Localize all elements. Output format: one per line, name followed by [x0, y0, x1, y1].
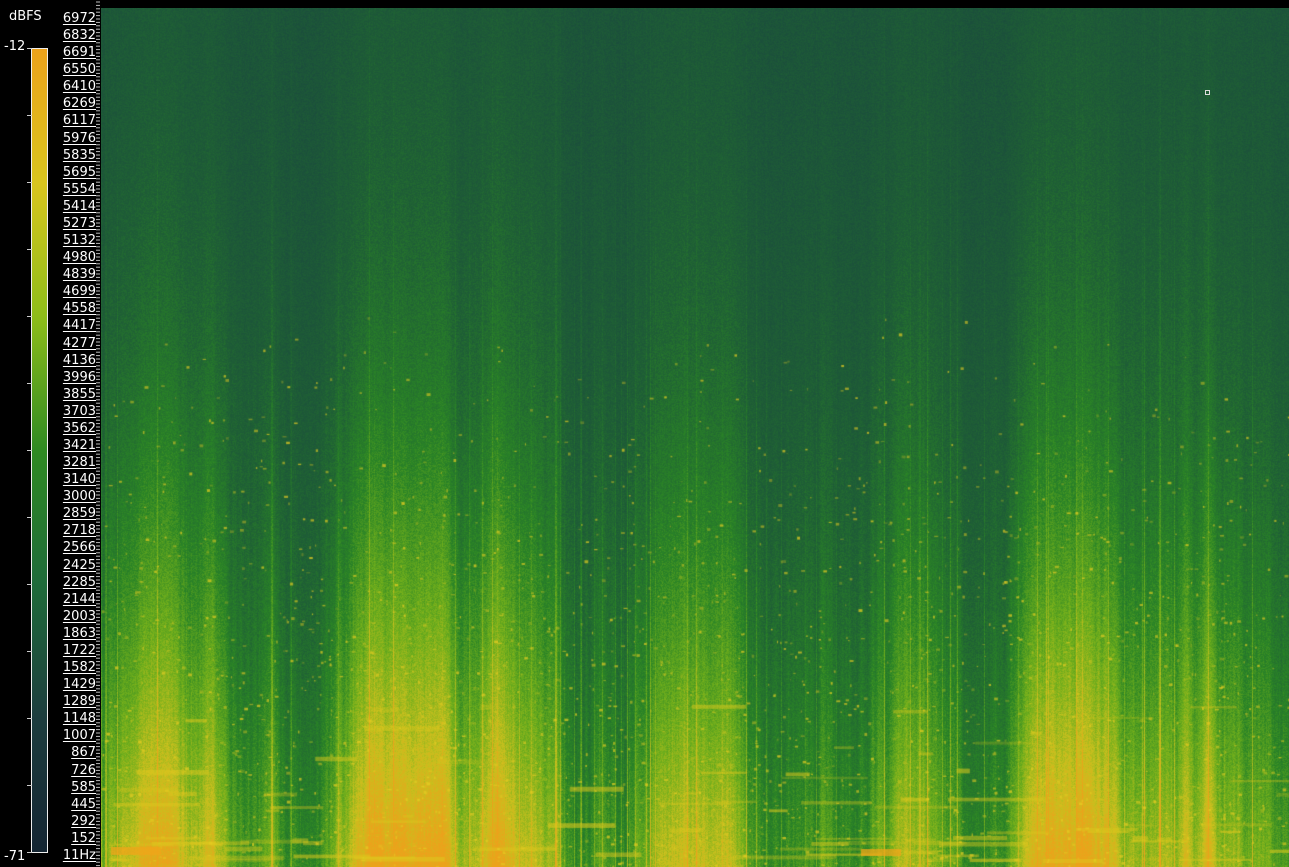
colorbar-ticks [27, 48, 32, 853]
cursor-marker [1205, 90, 1210, 95]
frequency-label: 6691 [62, 45, 96, 61]
frequency-label: 4839 [62, 267, 96, 283]
frequency-axis: 6972 6832 6691 6550 6410 6269 6117 5976 5835 5695… [56, 12, 100, 867]
frequency-label: 6832 [62, 28, 96, 44]
spectrogram-image[interactable] [101, 8, 1289, 867]
frequency-label: 4277 [62, 335, 96, 351]
frequency-label: 6410 [62, 79, 96, 95]
frequency-label: 6550 [62, 62, 96, 78]
frequency-label: 3703 [62, 403, 96, 419]
frequency-label: 1863 [62, 625, 96, 641]
frequency-label: 4699 [62, 284, 96, 300]
frequency-label: 3562 [62, 420, 96, 436]
frequency-label: 1429 [62, 677, 96, 693]
frequency-label: 4558 [62, 301, 96, 317]
frequency-label: 1148 [62, 711, 96, 727]
colorbar-unit-label: dBFS [9, 9, 42, 24]
frequency-label: 2003 [62, 608, 96, 624]
frequency-label: 5976 [62, 130, 96, 146]
frequency-label: 1289 [62, 694, 96, 710]
frequency-label: 6972 [62, 11, 96, 26]
colorbar-min-label: -71 [4, 849, 26, 864]
frequency-label: 3140 [62, 472, 96, 488]
frequency-label: 1007 [62, 728, 96, 744]
frequency-label: 2285 [62, 574, 96, 590]
frequency-label: 4980 [62, 250, 96, 266]
dbfs-colorbar: dBFS -12 -71 [0, 0, 54, 867]
frequency-label: 4136 [62, 352, 96, 368]
frequency-label: 3281 [62, 455, 96, 471]
frequency-label: 726 [71, 762, 96, 778]
colorbar-max-label: -12 [4, 39, 26, 54]
frequency-label: 152 [71, 830, 96, 846]
frequency-label: 2859 [62, 506, 96, 522]
frequency-label: 3996 [62, 369, 96, 385]
frequency-label: 5554 [62, 181, 96, 197]
frequency-label: 867 [71, 745, 96, 761]
frequency-label: 1722 [62, 642, 96, 658]
frequency-label: 2425 [62, 557, 96, 573]
frequency-label: 445 [71, 796, 96, 812]
frequency-label: 292 [71, 813, 96, 829]
frequency-axis-ruler [96, 1, 100, 867]
frequency-label: 5273 [62, 215, 96, 231]
frequency-label: 5695 [62, 164, 96, 180]
frequency-label: 5414 [62, 198, 96, 214]
frequency-label: 11Hz [62, 847, 96, 863]
frequency-label: 4417 [62, 318, 96, 334]
spectrogram-plot[interactable] [101, 8, 1289, 867]
frequency-label: 5835 [62, 147, 96, 163]
frequency-label: 2566 [62, 540, 96, 556]
frequency-label: 2144 [62, 591, 96, 607]
frequency-label: 2718 [62, 523, 96, 539]
frequency-label: 6117 [62, 113, 96, 129]
frequency-label: 3000 [62, 489, 96, 505]
frequency-label: 585 [71, 779, 96, 795]
colorbar-gradient [31, 48, 48, 853]
frequency-label: 1582 [62, 660, 96, 676]
frequency-label: 3421 [62, 438, 96, 453]
frequency-label: 3855 [62, 386, 96, 402]
frequency-label: 6269 [62, 96, 96, 112]
frequency-label: 5132 [62, 233, 96, 249]
